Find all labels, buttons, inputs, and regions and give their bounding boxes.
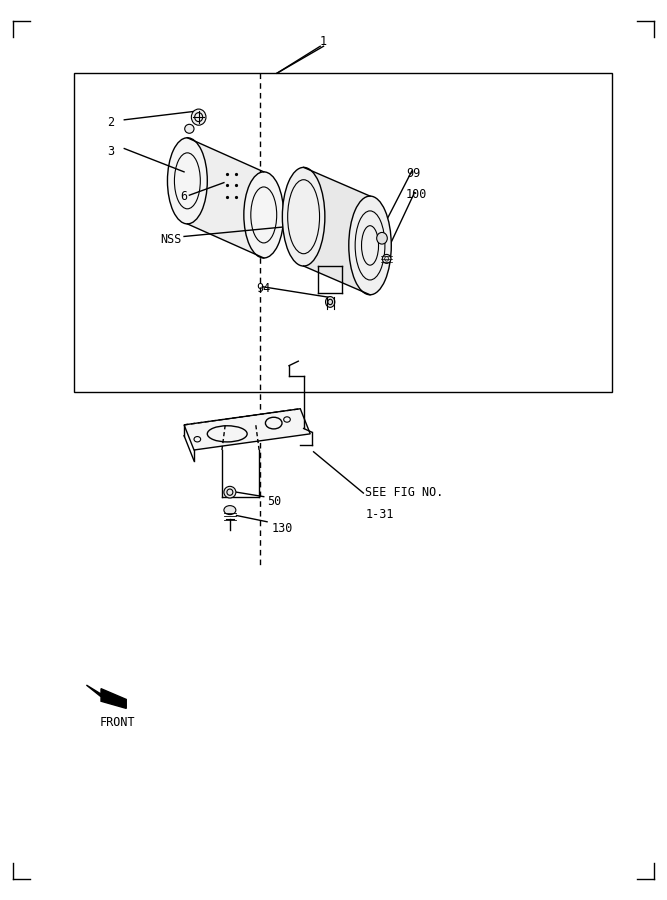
Text: 99: 99 (406, 167, 420, 180)
Text: SEE FIG NO.: SEE FIG NO. (366, 486, 444, 499)
Ellipse shape (325, 297, 335, 307)
Polygon shape (303, 167, 370, 295)
Ellipse shape (224, 506, 236, 515)
Ellipse shape (244, 172, 283, 258)
Text: 94: 94 (257, 282, 271, 295)
Text: 50: 50 (267, 495, 281, 508)
Text: 1: 1 (320, 35, 327, 49)
Text: 2: 2 (107, 116, 115, 129)
Text: FRONT: FRONT (100, 716, 135, 729)
Polygon shape (187, 138, 263, 258)
Ellipse shape (185, 124, 194, 133)
Ellipse shape (224, 486, 236, 498)
Polygon shape (87, 685, 126, 708)
Text: 100: 100 (406, 188, 428, 201)
Text: 130: 130 (271, 522, 293, 535)
Ellipse shape (349, 196, 392, 295)
Ellipse shape (382, 255, 391, 264)
Ellipse shape (282, 167, 325, 266)
Bar (75, 73, 612, 392)
Ellipse shape (167, 138, 207, 224)
Text: 3: 3 (107, 145, 115, 158)
Polygon shape (184, 409, 310, 450)
Text: NSS: NSS (160, 233, 181, 246)
Text: 1-31: 1-31 (366, 508, 394, 521)
Text: 6: 6 (181, 191, 187, 203)
Ellipse shape (191, 109, 206, 125)
Ellipse shape (377, 232, 388, 244)
